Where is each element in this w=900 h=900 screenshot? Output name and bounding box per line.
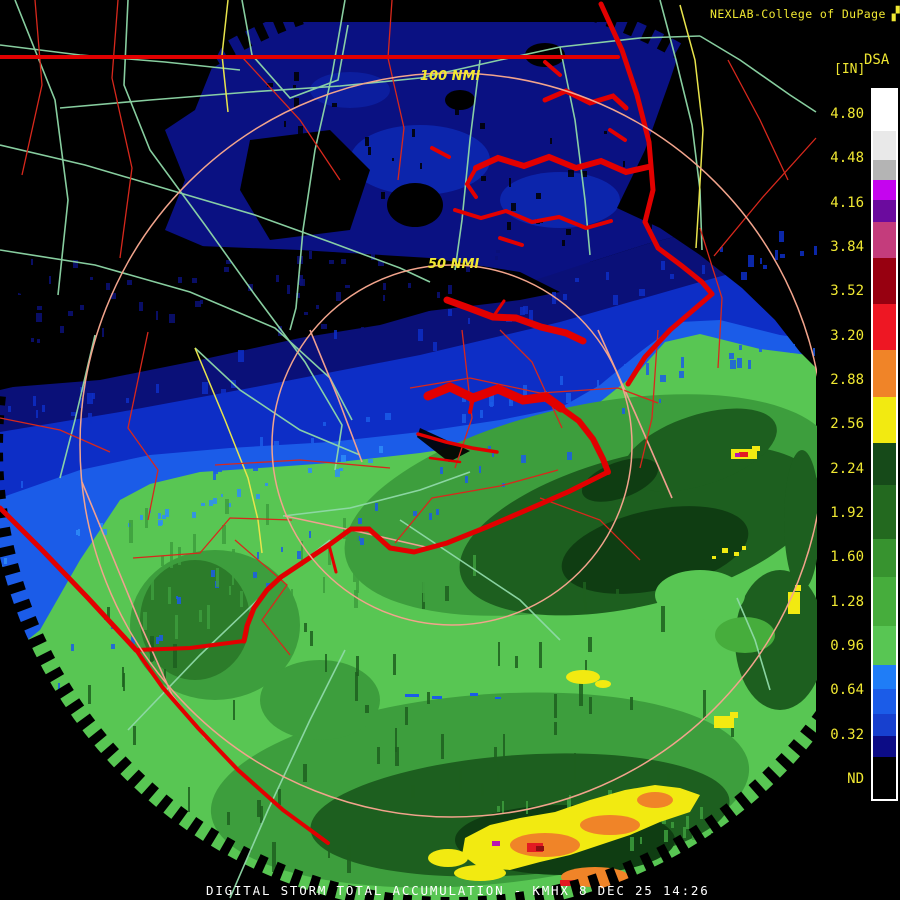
- legend-segment-12: [873, 539, 896, 577]
- legend-segment-6: [873, 258, 896, 304]
- legend-segment-2: [873, 160, 896, 180]
- legend-segment-17: [873, 714, 896, 736]
- radar-echo-cores: [405, 446, 801, 892]
- legend-segment-5: [873, 222, 896, 258]
- legend-units-label: [IN]: [834, 62, 866, 77]
- ring-label-50nmi: 50 NMI: [428, 257, 479, 272]
- legend-segment-19: [873, 757, 896, 799]
- legend-tick-2.88: 2.88: [830, 371, 864, 388]
- legend-segment-8: [873, 350, 896, 397]
- legend-segment-4: [873, 200, 896, 222]
- legend-tick-4.16: 4.16: [830, 194, 864, 211]
- legend-tick-3.20: 3.20: [830, 327, 864, 344]
- legend-segment-13: [873, 577, 896, 626]
- legend-tick-1.28: 1.28: [830, 593, 864, 610]
- legend-tick-0.96: 0.96: [830, 637, 864, 654]
- legend-segment-3: [873, 180, 896, 200]
- legend-segment-16: [873, 689, 896, 714]
- legend-colorbar: [871, 88, 898, 801]
- legend-tick-2.56: 2.56: [830, 416, 864, 433]
- state-borders-coastlines: [0, 1, 715, 845]
- brand-text: NEXLAB-College of DuPage ▞: [710, 7, 900, 22]
- legend-tick-3.52: 3.52: [830, 283, 864, 300]
- legend-tick-3.84: 3.84: [830, 238, 864, 255]
- radar-nd-gaps: [0, 20, 816, 390]
- legend-segment-9: [873, 397, 896, 443]
- nexlab-logo-icon: ▞: [891, 7, 900, 22]
- legend-tick-4.48: 4.48: [830, 150, 864, 167]
- legend-segment-0: [873, 90, 896, 131]
- legend-tick-4.80: 4.80: [830, 106, 864, 122]
- legend-tick-0.32: 0.32: [830, 726, 864, 743]
- legend-segment-11: [873, 485, 896, 539]
- legend-segment-10: [873, 443, 896, 485]
- legend-tick-2.24: 2.24: [830, 460, 864, 477]
- legend-tick-ND: ND: [847, 770, 864, 787]
- range-rings: 50 NMI 100 NMI: [79, 69, 817, 818]
- ring-label-100nmi: 100 NMI: [420, 69, 480, 84]
- legend-segment-15: [873, 665, 896, 689]
- legend-segment-14: [873, 626, 896, 665]
- legend-tick-1.60: 1.60: [830, 549, 864, 566]
- legend-segment-7: [873, 304, 896, 350]
- product-caption: DIGITAL STORM TOTAL ACCUMULATION - KMHX …: [206, 883, 710, 898]
- legend-segment-18: [873, 736, 896, 757]
- legend-segment-1: [873, 131, 896, 160]
- legend-tick-1.92: 1.92: [830, 504, 864, 521]
- brand-label: NEXLAB-College of DuPage: [710, 7, 886, 21]
- county-boundaries: [0, 0, 817, 656]
- legend-tick-0.64: 0.64: [830, 682, 864, 699]
- legend-product-label: DSA: [864, 52, 890, 68]
